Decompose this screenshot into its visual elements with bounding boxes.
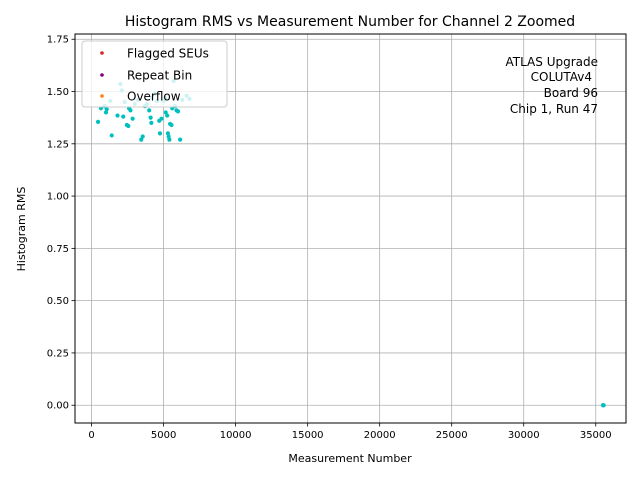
data-point [157,131,163,136]
x-tick-label: 25000 [436,430,468,441]
data-point [178,137,183,142]
x-tick-label: 35000 [580,430,612,441]
annotation-line-3: Board 96 [544,86,598,100]
data-point [126,123,131,129]
data-point [167,137,172,142]
data-point [104,107,109,112]
y-tick-label: 0.50 [47,296,69,307]
legend-box [81,40,228,108]
y-axis-ticks: 0.00 0.25 0.50 0.75 1.00 1.25 1.50 1.75 [47,35,75,412]
data-point [140,134,145,139]
x-tick-label: 0 [88,430,94,441]
grid [75,34,626,423]
run-info-annotation: ATLAS Upgrade COLUTAv4 Board 96 Chip 1, … [505,55,598,116]
y-tick-label: 1.75 [47,35,69,46]
y-tick-label: 1.25 [47,139,69,150]
data-point [148,115,153,120]
y-tick-label: 1.50 [47,87,69,98]
data-point [128,108,133,113]
data-point [115,113,120,118]
x-axis-label: Measurement Number [288,452,412,465]
legend-marker-flagged-seus [100,51,104,55]
data-point [139,137,144,142]
y-tick-label: 0.25 [47,348,69,359]
annotation-line-4: Chip 1, Run 47 [510,102,598,116]
data-point [149,120,154,125]
data-point [147,108,152,113]
data-point [601,403,606,408]
x-axis-ticks: 0 5000 10000 15000 20000 25000 30000 35000 [88,423,612,441]
x-tick-label: 5000 [151,430,176,441]
data-point [169,122,174,128]
data-point [130,116,135,121]
chart-title: Histogram RMS vs Measurement Number for … [125,14,575,30]
data-point [109,133,114,138]
y-tick-label: 1.00 [47,192,69,203]
legend-marker-repeat-bin [100,73,104,77]
data-point [165,131,171,136]
y-tick-label: 0.00 [47,401,69,412]
plot-frame [74,33,627,424]
data-point [121,114,126,119]
data-point [159,116,164,121]
legend-label-flagged-seus: Flagged SEUs [127,47,209,61]
data-point [95,119,101,124]
x-tick-label: 10000 [220,430,252,441]
x-tick-label: 30000 [508,430,540,441]
y-axis-label: Histogram RMS [15,187,28,272]
data-point [165,113,170,118]
legend-label-repeat-bin: Repeat Bin [127,69,192,83]
x-tick-label: 20000 [364,430,396,441]
data-point [166,134,171,139]
data-point [103,110,109,115]
legend-marker-overflow [100,94,104,98]
annotation-line-1: ATLAS Upgrade [505,55,598,69]
legend-label-overflow: Overflow [127,90,181,104]
x-tick-label: 15000 [292,430,324,441]
data-point [175,109,181,114]
data-point [163,110,168,115]
legend: Flagged SEUs Repeat Bin Overflow [81,40,228,108]
annotation-line-2: COLUTAv4 [531,70,592,84]
y-tick-label: 0.75 [47,244,69,255]
